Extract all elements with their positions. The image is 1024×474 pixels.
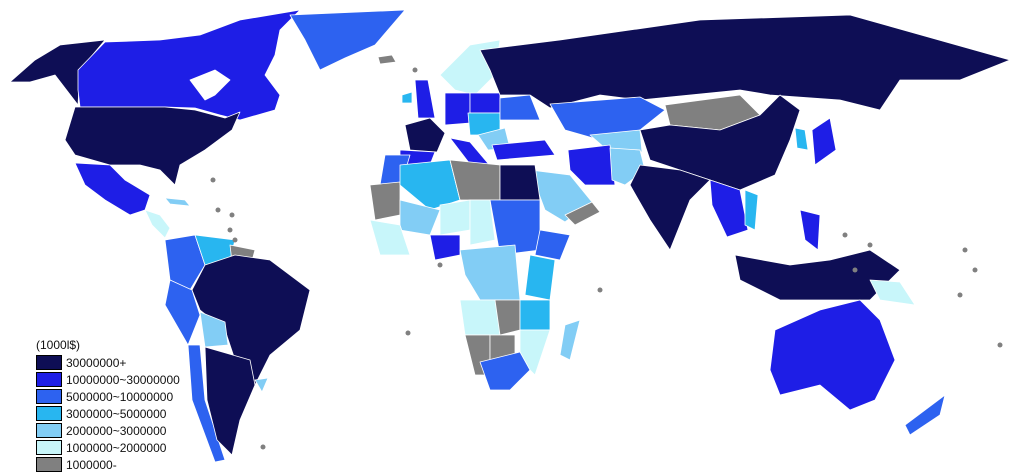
island-marker bbox=[957, 292, 963, 298]
region-uruguay bbox=[254, 377, 269, 393]
region-russia bbox=[479, 14, 1011, 111]
legend-label: 1000000~2000000 bbox=[66, 440, 167, 455]
region-mozambique bbox=[519, 329, 551, 376]
region-central-asia bbox=[589, 129, 643, 153]
legend-item: 5000000~10000000 bbox=[36, 388, 180, 405]
island-marker bbox=[597, 287, 603, 293]
island-marker bbox=[852, 267, 858, 273]
region-iceland bbox=[377, 54, 397, 65]
region-poland bbox=[469, 92, 501, 114]
region-nigeria bbox=[429, 234, 461, 261]
island-marker bbox=[972, 267, 978, 273]
island-marker bbox=[232, 237, 238, 243]
region-central-america bbox=[144, 209, 171, 239]
region-dr-congo bbox=[459, 244, 521, 301]
legend-item: 10000000~30000000 bbox=[36, 371, 180, 388]
region-vietnam bbox=[744, 189, 759, 231]
region-argentina bbox=[204, 346, 256, 456]
region-chad bbox=[469, 199, 496, 246]
region-papua bbox=[869, 279, 916, 306]
legend-item: 2000000~3000000 bbox=[36, 422, 180, 439]
legend-swatch bbox=[36, 389, 62, 404]
legend-label: 3000000~5000000 bbox=[66, 406, 167, 421]
region-madagascar bbox=[559, 319, 581, 361]
hudson-bay bbox=[189, 69, 231, 101]
region-yemen-oman bbox=[564, 201, 601, 226]
region-greenland bbox=[289, 9, 406, 71]
island-marker bbox=[867, 242, 873, 248]
legend-label: 10000000~30000000 bbox=[66, 372, 180, 387]
region-canada bbox=[77, 9, 301, 121]
region-france bbox=[404, 117, 446, 153]
island-marker bbox=[842, 232, 848, 238]
region-korea bbox=[794, 127, 809, 151]
legend-item: 1000000- bbox=[36, 456, 180, 473]
legend-label: 5000000~10000000 bbox=[66, 389, 174, 404]
region-australia bbox=[769, 299, 896, 411]
legend-swatch bbox=[36, 457, 62, 472]
legend-swatch bbox=[36, 440, 62, 455]
legend-unit: (1000l$) bbox=[36, 338, 81, 352]
island-marker bbox=[229, 212, 235, 218]
region-mexico bbox=[74, 162, 151, 216]
region-west-africa bbox=[369, 219, 411, 256]
region-ethiopia bbox=[534, 229, 571, 261]
region-iran bbox=[567, 144, 616, 186]
region-colombia bbox=[164, 234, 206, 291]
island-marker bbox=[962, 247, 968, 253]
region-ireland bbox=[401, 91, 413, 104]
island-marker bbox=[227, 227, 233, 233]
region-usa bbox=[64, 106, 241, 186]
legend-label: 1000000- bbox=[66, 457, 117, 472]
region-philippines bbox=[799, 209, 821, 251]
legend-item: 1000000~2000000 bbox=[36, 439, 180, 456]
island-marker bbox=[405, 330, 411, 336]
legend-label: 30000000+ bbox=[66, 355, 127, 370]
region-kenya bbox=[524, 254, 556, 301]
region-ukraine bbox=[499, 94, 541, 121]
region-egypt bbox=[499, 164, 541, 201]
region-india bbox=[629, 164, 711, 251]
region-uk bbox=[414, 79, 436, 119]
region-niger bbox=[439, 199, 471, 236]
legend-item: 30000000+ bbox=[36, 354, 180, 371]
region-cuba bbox=[164, 197, 191, 207]
island-marker bbox=[215, 207, 221, 213]
island-marker bbox=[997, 342, 1003, 348]
legend-swatch bbox=[36, 372, 62, 387]
region-south-africa bbox=[479, 351, 531, 391]
region-angola bbox=[459, 299, 501, 336]
legend-swatch bbox=[36, 423, 62, 438]
region-brazil bbox=[191, 254, 311, 386]
island-marker bbox=[437, 262, 443, 268]
region-new-zealand bbox=[904, 394, 946, 436]
legend-item: 3000000~5000000 bbox=[36, 405, 180, 422]
island-marker bbox=[260, 444, 266, 450]
region-tanzania bbox=[519, 299, 551, 331]
region-western-sahara bbox=[369, 181, 401, 221]
legend-label: 2000000~3000000 bbox=[66, 423, 167, 438]
region-japan bbox=[811, 117, 837, 166]
region-southeast-asia bbox=[709, 179, 749, 238]
region-germany bbox=[444, 92, 471, 126]
island-marker bbox=[412, 67, 418, 73]
region-turkey bbox=[491, 139, 556, 161]
region-indonesia bbox=[734, 249, 901, 301]
legend-swatch bbox=[36, 355, 62, 370]
region-bolivia bbox=[199, 311, 229, 348]
legend-swatch bbox=[36, 406, 62, 421]
island-marker bbox=[210, 177, 216, 183]
map-legend: (1000l$) 30000000+ 10000000~30000000 500… bbox=[36, 338, 180, 473]
region-peru bbox=[164, 279, 201, 346]
